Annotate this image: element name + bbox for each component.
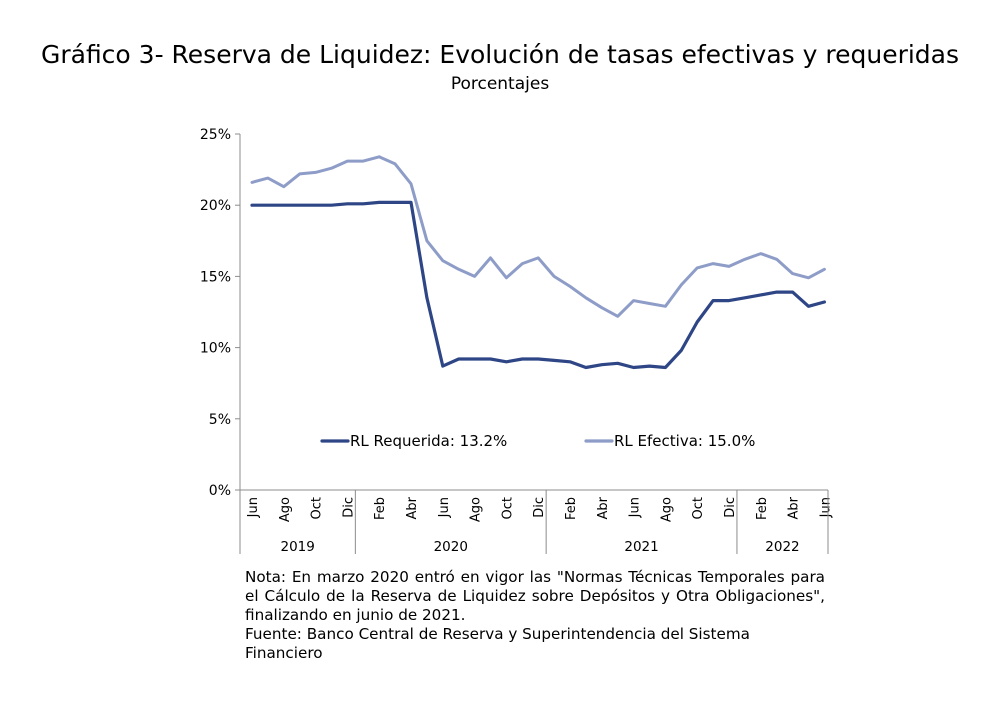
x-tick-label: Jun <box>246 497 261 518</box>
y-axis: 0% 5% 10% 15% 20% 25% <box>200 127 241 499</box>
chart-subtitle: Porcentajes <box>450 74 550 94</box>
legend-label: RL Efectiva: 15.0% <box>614 432 755 450</box>
x-tick-label: Oct <box>310 497 325 519</box>
legend: RL Requerida: 13.2% RL Efectiva: 15.0% <box>320 432 755 450</box>
x-tick-label: Ago <box>469 497 484 522</box>
chart-note: Nota: En marzo 2020 entró en vigor las "… <box>245 568 825 624</box>
y-tick-label: 0% <box>209 483 231 499</box>
year-label: 2022 <box>765 539 799 555</box>
x-tick-label: Oct <box>500 497 515 519</box>
series-line-efectiva <box>250 155 826 318</box>
chart-title: Gráfico 3- Reserva de Liquidez: Evolució… <box>40 40 960 69</box>
y-tick-label: 20% <box>200 198 231 214</box>
series-line-requerida <box>250 200 827 370</box>
notes-block: Nota: En marzo 2020 entró en vigor las "… <box>245 568 825 663</box>
x-tick-label: Feb <box>564 497 579 520</box>
y-tick-label: 25% <box>200 127 231 143</box>
y-tick-label: 10% <box>200 341 231 357</box>
x-tick-label: Jun <box>628 497 643 518</box>
legend-label: RL Requerida: 13.2% <box>350 432 507 450</box>
x-tick-label: Dic <box>341 497 356 518</box>
series-lines <box>250 155 827 370</box>
y-tick-label: 5% <box>209 412 231 428</box>
x-tick-label: Ago <box>659 497 674 522</box>
x-tick-label: Dic <box>723 497 738 518</box>
x-tick-label: Abr <box>787 496 802 519</box>
x-tick-label: Oct <box>691 497 706 519</box>
x-tick-label: Feb <box>373 497 388 520</box>
year-label: 2021 <box>624 539 658 555</box>
year-label: 2019 <box>280 539 314 555</box>
x-axis: Jun Ago Oct Dic Feb Abr Jun Ago Oct Dic Feb Abr Jun A… <box>239 489 833 555</box>
x-tick-label: Dic <box>532 497 547 518</box>
x-tick-label: Feb <box>755 497 770 520</box>
x-tick-label: Abr <box>405 496 420 519</box>
y-tick-label: 15% <box>200 269 231 285</box>
year-label: 2020 <box>434 539 468 555</box>
x-tick-label: Ago <box>278 497 293 522</box>
x-tick-label: Jun <box>437 497 452 518</box>
x-tick-label: Abr <box>596 496 611 519</box>
x-tick-label: Jun <box>818 497 833 518</box>
chart-source: Fuente: Banco Central de Reserva y Super… <box>245 625 750 662</box>
